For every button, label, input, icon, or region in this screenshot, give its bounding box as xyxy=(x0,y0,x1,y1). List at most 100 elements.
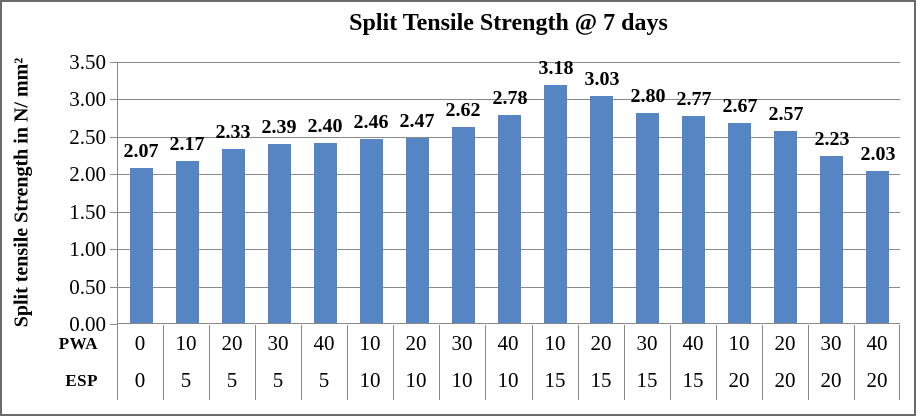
bar-value-label: 2.23 xyxy=(814,128,850,150)
bar xyxy=(728,123,751,323)
table-divider xyxy=(255,325,256,400)
table-cell: 5 xyxy=(318,368,330,392)
table-cell: 30 xyxy=(267,331,289,355)
y-tick-label: 2.00 xyxy=(69,162,106,187)
table-divider xyxy=(209,325,210,400)
y-axis-title-text: Split tensile Strength in N/ mm² xyxy=(10,57,33,327)
table-divider xyxy=(117,325,118,400)
bar xyxy=(406,138,429,323)
bar-value-label: 2.77 xyxy=(676,88,712,110)
y-tick-label: 0.00 xyxy=(69,312,106,336)
bar-value-label: 2.47 xyxy=(399,110,435,132)
y-tick-label: 1.00 xyxy=(69,237,106,262)
table-divider xyxy=(301,325,302,400)
table-divider xyxy=(670,325,671,400)
y-axis-tick xyxy=(110,286,118,288)
table-cell: 40 xyxy=(313,331,335,355)
bar xyxy=(452,127,475,323)
bar xyxy=(544,85,567,323)
table-divider xyxy=(808,325,809,400)
bar-value-label: 2.46 xyxy=(353,111,389,133)
plot-area: 2.07 2.17 2.33 2.39 2.40 2.46 2.47 2.62 2.78 3.18… xyxy=(110,57,900,325)
y-tick-label: 3.50 xyxy=(69,50,106,74)
bar-value-label: 2.67 xyxy=(722,95,758,117)
bar xyxy=(268,144,291,323)
table-cell: 20 xyxy=(866,368,888,392)
bar-value-label: 2.39 xyxy=(261,116,297,138)
table-divider xyxy=(624,325,625,400)
table-cell: 20 xyxy=(820,368,842,392)
y-tick-label: 1.50 xyxy=(69,199,106,224)
table-cell: 10 xyxy=(544,331,566,355)
table-cell: 10 xyxy=(359,368,381,392)
y-axis-tick xyxy=(110,211,118,213)
bar xyxy=(314,143,337,323)
table-divider xyxy=(393,325,394,400)
y-axis-tick xyxy=(110,62,118,63)
bar-value-label: 3.03 xyxy=(584,68,620,90)
gridline xyxy=(118,99,900,101)
bar-value-label: 2.78 xyxy=(492,87,528,109)
bar xyxy=(774,131,797,323)
y-tick-label: 0.50 xyxy=(69,274,106,299)
bar-value-label: 2.33 xyxy=(215,121,251,143)
table-cell: 10 xyxy=(451,368,473,392)
table-divider xyxy=(762,325,763,400)
bar-value-label: 2.80 xyxy=(630,85,666,107)
table-cell: 40 xyxy=(682,331,704,355)
table-divider xyxy=(899,325,900,400)
table-cell: 15 xyxy=(682,368,704,392)
bar xyxy=(636,113,659,323)
table-cell: 10 xyxy=(405,368,427,392)
table-cell: 10 xyxy=(175,331,197,355)
table-cell: 10 xyxy=(728,331,750,355)
table-cell: 0 xyxy=(134,368,146,392)
table-cell: 0 xyxy=(134,331,146,355)
table-cell: 20 xyxy=(728,368,750,392)
y-axis-tick xyxy=(110,324,118,325)
table-divider xyxy=(485,325,486,400)
bar-value-label: 2.62 xyxy=(445,99,481,121)
y-tick-label: 2.50 xyxy=(69,124,106,149)
table-cell: 40 xyxy=(866,331,888,355)
table-cell: 15 xyxy=(544,368,566,392)
chart-title: Split Tensile Strength @ 7 days xyxy=(349,10,668,36)
table-divider xyxy=(347,325,348,400)
y-axis-tick xyxy=(110,174,118,176)
table-cell: 20 xyxy=(774,331,796,355)
bar-value-label: 2.57 xyxy=(768,103,804,125)
table-cell: 40 xyxy=(497,331,519,355)
bar xyxy=(222,149,245,323)
table-cell: 30 xyxy=(451,331,473,355)
table-cell: 10 xyxy=(359,331,381,355)
table-cell: 20 xyxy=(590,331,612,355)
table-cell: 20 xyxy=(221,331,243,355)
bar xyxy=(176,161,199,323)
bar xyxy=(130,168,153,323)
table-cell: 15 xyxy=(590,368,612,392)
table-cell: 5 xyxy=(226,368,238,392)
table-divider xyxy=(439,325,440,400)
table-divider xyxy=(163,325,164,400)
bar-value-label: 2.17 xyxy=(169,133,205,155)
row-label-pwa: PWA xyxy=(58,334,98,353)
table-cell: 10 xyxy=(497,368,519,392)
bar xyxy=(360,139,383,323)
x-axis-table: 0 10 20 30 40 10 20 30 40 10 20 30 40 10 20 30 40 0 5 5 5 5 10… xyxy=(117,325,900,400)
table-divider xyxy=(578,325,579,400)
bar-value-label: 2.40 xyxy=(307,115,343,137)
table-cell: 30 xyxy=(820,331,842,355)
bar-value-label: 2.07 xyxy=(123,140,159,162)
bar-value-label: 3.18 xyxy=(538,57,574,79)
bar xyxy=(590,96,613,323)
table-cell: 5 xyxy=(180,368,192,392)
y-axis-title: Split tensile Strength in N/ mm² xyxy=(8,42,36,342)
table-divider xyxy=(854,325,855,400)
table-cell: 30 xyxy=(636,331,658,355)
table-cell: 20 xyxy=(405,331,427,355)
y-axis-tick xyxy=(110,249,118,251)
bar-value-label: 2.03 xyxy=(860,143,896,165)
y-tick-label: 3.00 xyxy=(69,87,106,112)
bar xyxy=(820,156,843,323)
bar xyxy=(498,115,521,323)
